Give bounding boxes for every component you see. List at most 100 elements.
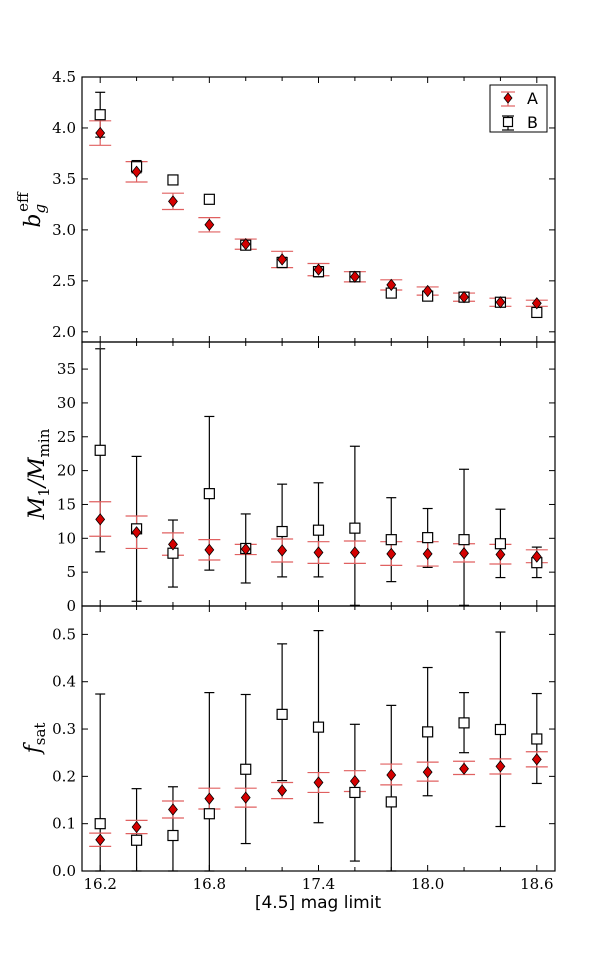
middle-ytick-label: 25 [57, 428, 76, 446]
legend-b-marker [502, 116, 514, 128]
middle-point-a [95, 513, 106, 526]
top-ytick-label: 3.5 [52, 170, 76, 188]
x-axis-label: [4.5] mag limit [255, 893, 382, 913]
x-axis-ticks: 16.2 16.8 17.4 18.0 18.6 [83, 875, 553, 893]
middle-point-a [204, 543, 215, 556]
middle-point-b [312, 524, 325, 536]
middle-point-b [385, 534, 397, 546]
bottom-point-a [313, 776, 324, 789]
top-point-a [495, 296, 506, 309]
top-point-a [313, 263, 324, 276]
middle-ytick-label: 15 [57, 495, 76, 513]
ylabel-bottom-sub: sat [31, 723, 49, 746]
top-ytick-label: 2.5 [52, 272, 76, 290]
top-point-a [204, 218, 215, 231]
x-tick-label: 16.2 [83, 875, 116, 893]
x-tick-label: 18.6 [520, 875, 553, 893]
middle-point-a [459, 547, 469, 560]
panel-middle-yticks: 0 5 10 15 20 25 30 35 [57, 342, 555, 615]
top-ytick-label: 2.0 [52, 323, 76, 341]
bottom-point-b [458, 717, 470, 729]
bottom-point-a [277, 784, 288, 797]
bottom-point-b [494, 723, 507, 736]
middle-point-b [458, 534, 470, 546]
legend-entry-a [501, 91, 515, 107]
ylabel-middle-sub2: min [35, 428, 53, 457]
bottom-point-a [495, 760, 506, 773]
legend: A B [489, 84, 548, 133]
x-tick-label: 17.4 [302, 875, 335, 893]
middle-point-a [349, 546, 360, 559]
top-point-a [168, 195, 178, 208]
middle-point-b [422, 532, 434, 544]
middle-point-a [131, 526, 142, 539]
middle-ytick-label: 0 [66, 597, 76, 615]
middle-point-a [240, 542, 251, 556]
bottom-ytick-label: 0.3 [52, 720, 76, 738]
top-ytick-label: 4.5 [52, 68, 76, 86]
legend-label-b: B [527, 113, 538, 132]
middle-point-a [422, 547, 433, 561]
panel-middle-marks [89, 348, 548, 606]
ylabel-middle-sub: 1 [35, 487, 53, 497]
bottom-point-a [204, 792, 215, 805]
bottom-ytick-label: 0.0 [52, 862, 76, 880]
panel-middle-ylabel: M1/Mmin [25, 428, 53, 520]
middle-point-a [531, 550, 542, 563]
top-point-b [94, 109, 106, 121]
ylabel-top-sup: eff [14, 191, 32, 212]
bottom-point-a [422, 765, 433, 779]
panel-bottom-ylabel: fsat [21, 723, 49, 756]
top-point-a [386, 278, 397, 292]
bottom-point-a [386, 768, 397, 782]
legend-a-marker [503, 92, 513, 104]
bottom-point-b [240, 763, 252, 775]
middle-point-a [168, 538, 178, 551]
top-point-a [422, 284, 433, 298]
middle-ytick-label: 30 [57, 394, 76, 412]
bottom-point-b [203, 808, 215, 820]
middle-point-b [349, 522, 361, 534]
panel-top: 2.0 2.5 3.0 3.5 4.0 4.5 A B bgeff [14, 68, 556, 343]
panel-bottom-yticks: 0.0 0.1 0.2 0.3 0.4 0.5 [52, 606, 555, 880]
top-point-a [277, 253, 288, 266]
panel-top-ylabel: bgeff [14, 191, 49, 228]
middle-point-b [276, 525, 288, 538]
legend-label-a: A [527, 89, 538, 108]
x-tick-label: 16.8 [193, 875, 226, 893]
bottom-point-a [240, 791, 251, 804]
bottom-point-b [167, 829, 179, 842]
bottom-point-b [349, 786, 361, 799]
middle-point-a [277, 544, 288, 557]
bottom-point-a [459, 762, 469, 775]
bottom-point-a [131, 820, 142, 834]
top-point-a [240, 238, 251, 251]
panel-top-frame [81, 76, 556, 343]
middle-point-a [386, 547, 397, 561]
top-point-b [167, 174, 179, 186]
bottom-point-b [422, 726, 434, 738]
middle-ytick-label: 20 [57, 462, 76, 480]
middle-point-b [94, 444, 106, 456]
top-ytick-label: 4.0 [52, 119, 76, 137]
bottom-point-b [312, 721, 325, 733]
panel-top-marks [89, 91, 548, 319]
panel-bottom-marks [89, 630, 548, 872]
top-point-a [131, 165, 142, 178]
panel-bottom: 0.0 0.1 0.2 0.3 0.4 0.5 fsat [21, 605, 556, 880]
middle-point-a [495, 548, 506, 561]
top-point-a [95, 126, 106, 140]
top-point-b [203, 193, 215, 205]
ylabel-top-main: b [21, 214, 46, 228]
bottom-point-b [276, 708, 288, 720]
panel-top-yticks: 2.0 2.5 3.0 3.5 4.0 4.5 [52, 68, 555, 342]
middle-point-b [494, 538, 507, 550]
legend-box [489, 84, 548, 133]
ylabel-top-sub: g [31, 204, 49, 214]
top-point-a [459, 291, 469, 304]
middle-ytick-label: 5 [66, 563, 76, 581]
top-ytick-label: 3.0 [52, 221, 76, 239]
bottom-point-a [349, 774, 360, 788]
bottom-point-a [95, 833, 106, 846]
